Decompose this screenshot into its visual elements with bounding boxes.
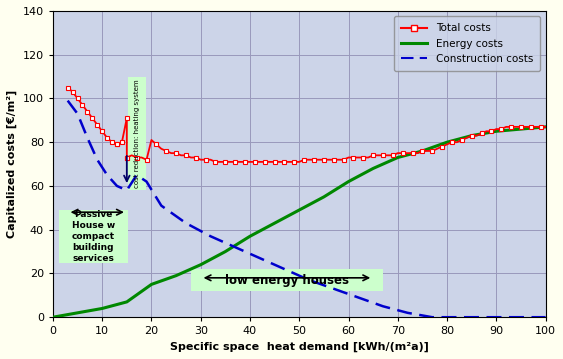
Text: cost reduction: heating system: cost reduction: heating system [134, 79, 140, 188]
Bar [191, 269, 383, 291]
X-axis label: Specific space  heat demand [kWh/(m²a)]: Specific space heat demand [kWh/(m²a)] [170, 342, 428, 352]
Text: low energy houses: low energy houses [225, 274, 349, 286]
Y-axis label: Capitalized costs [€/m²]: Capitalized costs [€/m²] [7, 90, 17, 238]
Text: Passive
House w
compact
building
services: Passive House w compact building service… [72, 210, 115, 263]
Bar [59, 210, 128, 262]
Legend: Total costs, Energy costs, Construction costs: Total costs, Energy costs, Construction … [394, 16, 540, 71]
Bar [128, 76, 145, 190]
